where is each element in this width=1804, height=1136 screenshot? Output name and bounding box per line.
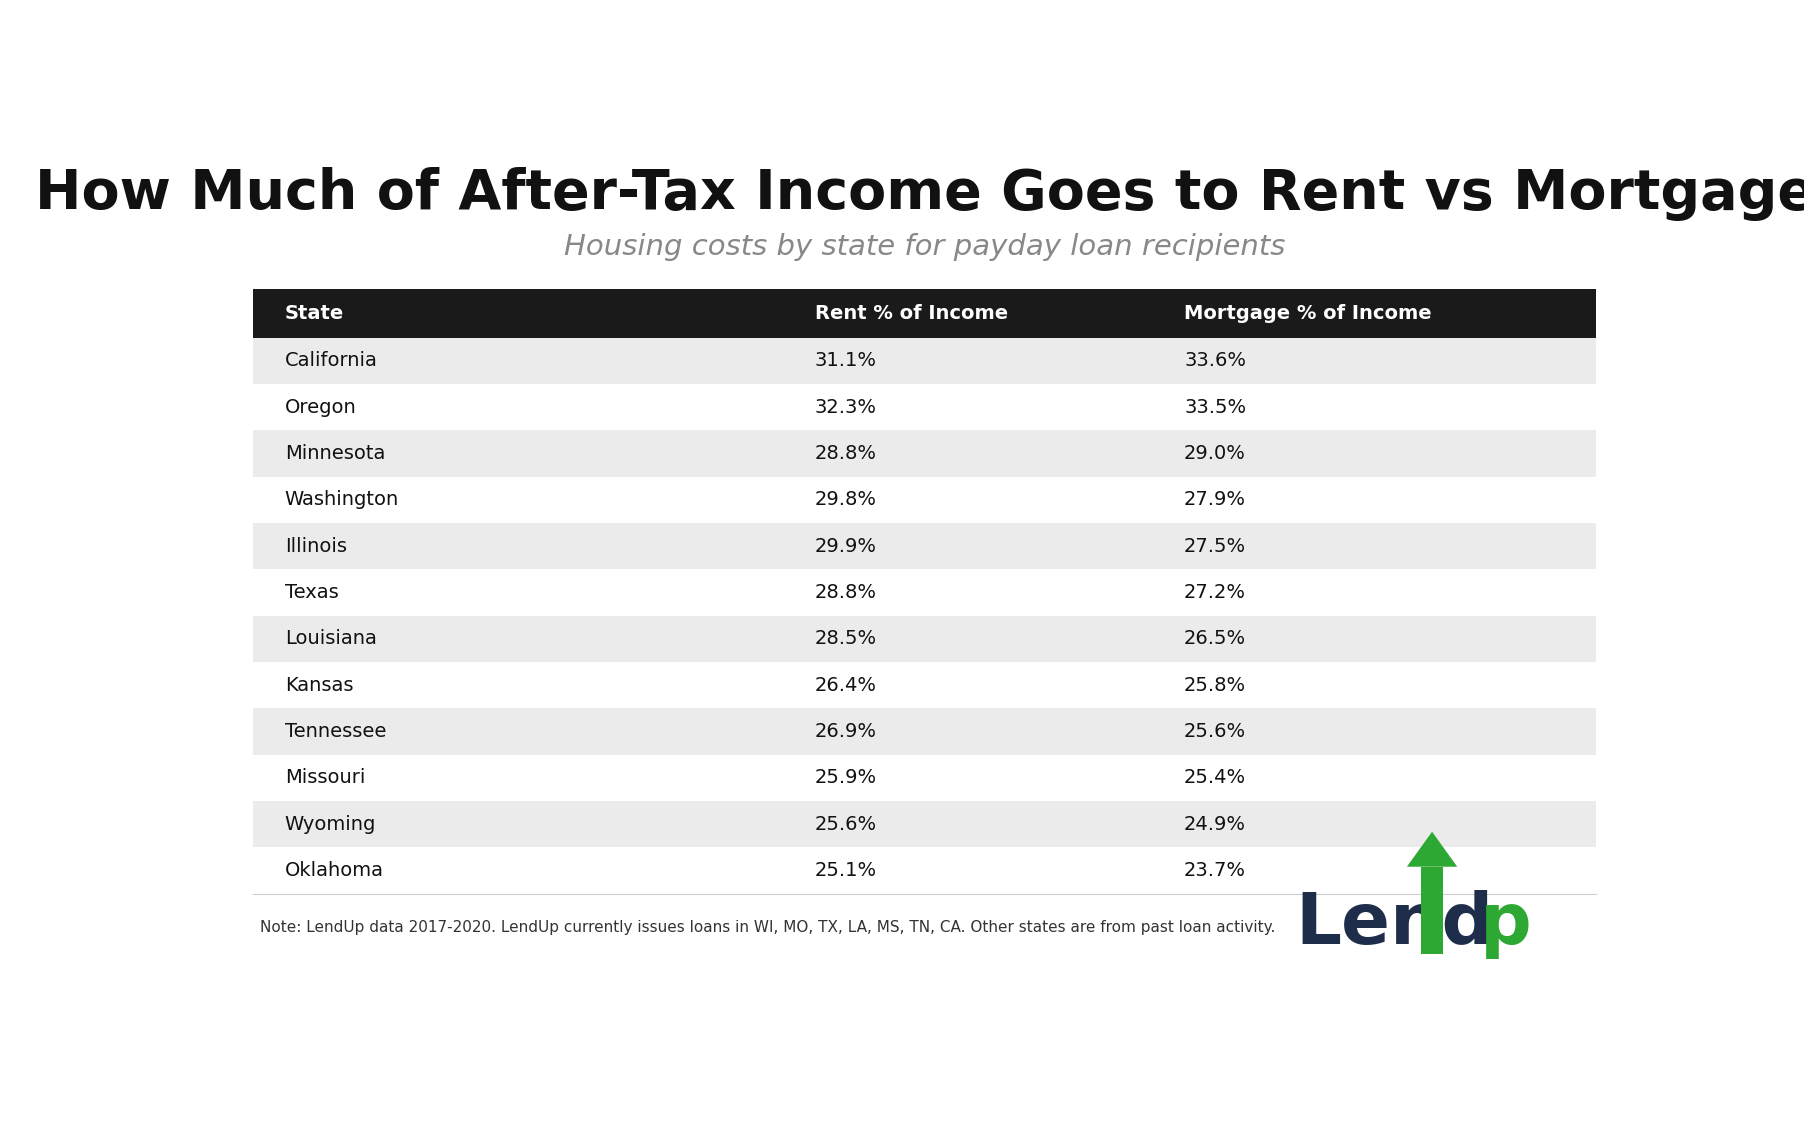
Text: 23.7%: 23.7% bbox=[1183, 861, 1247, 880]
Bar bbox=[253, 754, 1597, 801]
Text: 27.2%: 27.2% bbox=[1183, 583, 1247, 602]
Text: 33.5%: 33.5% bbox=[1183, 398, 1247, 417]
Text: 27.5%: 27.5% bbox=[1183, 536, 1247, 556]
Text: 26.9%: 26.9% bbox=[815, 722, 877, 741]
Bar bbox=[253, 384, 1597, 431]
Text: Wyoming: Wyoming bbox=[285, 815, 377, 834]
Bar bbox=[253, 290, 1597, 337]
Text: 27.9%: 27.9% bbox=[1183, 491, 1247, 509]
Text: 31.1%: 31.1% bbox=[815, 351, 877, 370]
Text: 26.4%: 26.4% bbox=[815, 676, 877, 695]
Bar bbox=[1422, 867, 1443, 954]
Text: Texas: Texas bbox=[285, 583, 339, 602]
Text: Kansas: Kansas bbox=[285, 676, 354, 695]
Text: 25.9%: 25.9% bbox=[815, 768, 877, 787]
Text: 33.6%: 33.6% bbox=[1183, 351, 1247, 370]
Text: 25.8%: 25.8% bbox=[1183, 676, 1247, 695]
Text: 28.5%: 28.5% bbox=[815, 629, 877, 649]
Bar bbox=[253, 523, 1597, 569]
Text: 25.6%: 25.6% bbox=[815, 815, 877, 834]
Bar bbox=[253, 709, 1597, 754]
Text: Mortgage % of Income: Mortgage % of Income bbox=[1183, 304, 1432, 323]
Text: 26.5%: 26.5% bbox=[1183, 629, 1247, 649]
Bar bbox=[253, 337, 1597, 384]
Bar bbox=[253, 662, 1597, 709]
Text: 25.4%: 25.4% bbox=[1183, 768, 1247, 787]
Text: State: State bbox=[285, 304, 345, 323]
Text: 29.0%: 29.0% bbox=[1183, 444, 1247, 462]
Text: 29.9%: 29.9% bbox=[815, 536, 877, 556]
Text: How Much of After-Tax Income Goes to Rent vs Mortgage: How Much of After-Tax Income Goes to Ren… bbox=[34, 167, 1804, 220]
Text: 24.9%: 24.9% bbox=[1183, 815, 1247, 834]
Text: 25.6%: 25.6% bbox=[1183, 722, 1247, 741]
Bar bbox=[253, 477, 1597, 523]
Bar bbox=[253, 569, 1597, 616]
Text: Washington: Washington bbox=[285, 491, 399, 509]
Text: 28.8%: 28.8% bbox=[815, 583, 877, 602]
Text: California: California bbox=[285, 351, 377, 370]
Bar bbox=[253, 431, 1597, 477]
Text: Oklahoma: Oklahoma bbox=[285, 861, 384, 880]
Bar bbox=[253, 801, 1597, 847]
Text: 29.8%: 29.8% bbox=[815, 491, 877, 509]
Text: Oregon: Oregon bbox=[285, 398, 357, 417]
Text: p: p bbox=[1479, 889, 1532, 959]
Text: 25.1%: 25.1% bbox=[815, 861, 877, 880]
Text: Housing costs by state for payday loan recipients: Housing costs by state for payday loan r… bbox=[565, 233, 1284, 260]
Text: 28.8%: 28.8% bbox=[815, 444, 877, 462]
Text: Note: LendUp data 2017-2020. LendUp currently issues loans in WI, MO, TX, LA, MS: Note: LendUp data 2017-2020. LendUp curr… bbox=[260, 920, 1275, 935]
Text: Lend: Lend bbox=[1295, 889, 1494, 959]
Text: Louisiana: Louisiana bbox=[285, 629, 377, 649]
Text: Missouri: Missouri bbox=[285, 768, 364, 787]
Text: Rent % of Income: Rent % of Income bbox=[815, 304, 1008, 323]
Text: Tennessee: Tennessee bbox=[285, 722, 386, 741]
Bar bbox=[253, 847, 1597, 894]
Text: 32.3%: 32.3% bbox=[815, 398, 877, 417]
Text: Illinois: Illinois bbox=[285, 536, 346, 556]
Polygon shape bbox=[1407, 832, 1458, 867]
Bar bbox=[253, 616, 1597, 662]
Text: Minnesota: Minnesota bbox=[285, 444, 386, 462]
